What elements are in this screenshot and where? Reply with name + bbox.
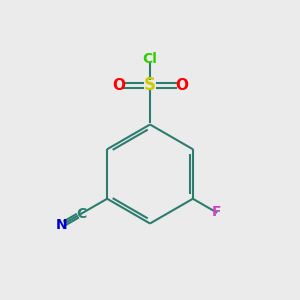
Text: O: O <box>175 78 188 93</box>
Text: F: F <box>212 205 221 219</box>
Text: N: N <box>56 218 68 232</box>
Text: S: S <box>144 76 156 94</box>
Text: C: C <box>76 207 86 221</box>
Text: O: O <box>112 78 125 93</box>
Text: Cl: Cl <box>142 52 158 65</box>
